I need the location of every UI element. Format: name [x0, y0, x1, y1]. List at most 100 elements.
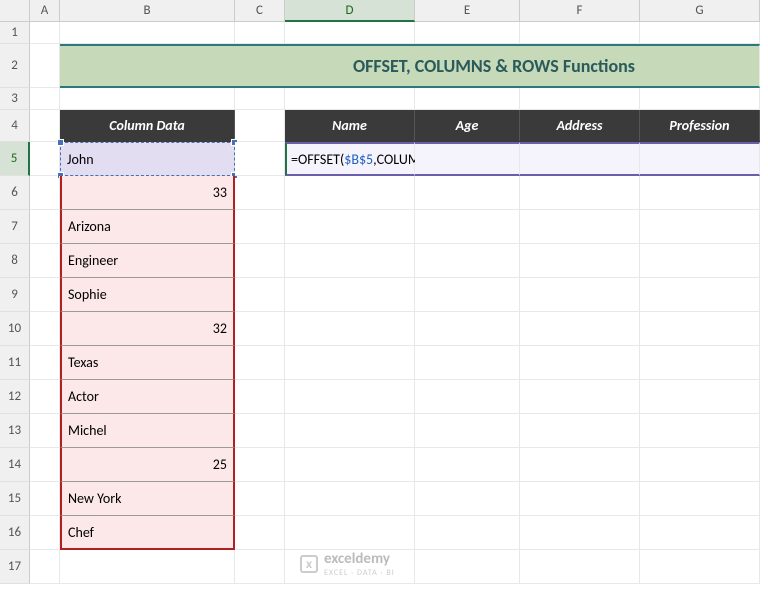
cell-F11[interactable] — [520, 346, 640, 380]
row-header-12[interactable]: 12 — [0, 380, 30, 414]
row-header-7[interactable]: 7 — [0, 210, 30, 244]
col-header-F[interactable]: F — [520, 0, 640, 22]
cell-C4[interactable] — [235, 110, 285, 142]
cell-C15[interactable] — [235, 482, 285, 516]
column-b-data-8[interactable]: Engineer — [60, 244, 235, 278]
cell-F3[interactable] — [520, 88, 640, 110]
column-b-data-13[interactable]: Michel — [60, 414, 235, 448]
cell-A17[interactable] — [30, 550, 60, 584]
cell-C14[interactable] — [235, 448, 285, 482]
column-b-data-6[interactable]: 33 — [60, 176, 235, 210]
cell-D15[interactable] — [285, 482, 415, 516]
cell-G10[interactable] — [640, 312, 760, 346]
row-header-13[interactable]: 13 — [0, 414, 30, 448]
column-b-data-10[interactable]: 32 — [60, 312, 235, 346]
row-header-5[interactable]: 5 — [0, 142, 30, 176]
cell-F12[interactable] — [520, 380, 640, 414]
cell-A7[interactable] — [30, 210, 60, 244]
cell-F9[interactable] — [520, 278, 640, 312]
cell-F13[interactable] — [520, 414, 640, 448]
cell-D11[interactable] — [285, 346, 415, 380]
column-b-data-14[interactable]: 25 — [60, 448, 235, 482]
col-header-E[interactable]: E — [415, 0, 520, 22]
cell-G16[interactable] — [640, 516, 760, 550]
row-header-9[interactable]: 9 — [0, 278, 30, 312]
column-b-data-16[interactable]: Chef — [60, 516, 235, 550]
selection-handle[interactable] — [57, 139, 64, 146]
row-header-4[interactable]: 4 — [0, 110, 30, 142]
cell-G15[interactable] — [640, 482, 760, 516]
row-header-17[interactable]: 17 — [0, 550, 30, 584]
cell-G6[interactable] — [640, 176, 760, 210]
row-header-6[interactable]: 6 — [0, 176, 30, 210]
cell-D8[interactable] — [285, 244, 415, 278]
formula-cell[interactable]: =OFFSET($B$5,COLUMNS($B:B)-1+(ROWS($5:5)… — [285, 142, 415, 176]
cell-A11[interactable] — [30, 346, 60, 380]
cell-A5[interactable] — [30, 142, 60, 176]
cell-E8[interactable] — [415, 244, 520, 278]
col-header-C[interactable]: C — [235, 0, 285, 22]
cell-E7[interactable] — [415, 210, 520, 244]
cell-G14[interactable] — [640, 448, 760, 482]
cell-A6[interactable] — [30, 176, 60, 210]
cell-F5[interactable] — [520, 142, 640, 176]
cell-E9[interactable] — [415, 278, 520, 312]
cell-C9[interactable] — [235, 278, 285, 312]
row-header-14[interactable]: 14 — [0, 448, 30, 482]
column-b-data-5[interactable]: John — [60, 142, 235, 176]
cell-E14[interactable] — [415, 448, 520, 482]
cell-D16[interactable] — [285, 516, 415, 550]
cell-E13[interactable] — [415, 414, 520, 448]
cell-B3[interactable] — [60, 88, 235, 110]
cell-F14[interactable] — [520, 448, 640, 482]
cell-G7[interactable] — [640, 210, 760, 244]
cell-E1[interactable] — [415, 22, 520, 44]
row-header-1[interactable]: 1 — [0, 22, 30, 44]
cell-F16[interactable] — [520, 516, 640, 550]
cell-A3[interactable] — [30, 88, 60, 110]
cell-F6[interactable] — [520, 176, 640, 210]
cell-D3[interactable] — [285, 88, 415, 110]
cell-D12[interactable] — [285, 380, 415, 414]
cell-C10[interactable] — [235, 312, 285, 346]
cell-E3[interactable] — [415, 88, 520, 110]
cell-A16[interactable] — [30, 516, 60, 550]
column-b-data-9[interactable]: Sophie — [60, 278, 235, 312]
cell-G11[interactable] — [640, 346, 760, 380]
column-b-data-12[interactable]: Actor — [60, 380, 235, 414]
cell-A1[interactable] — [30, 22, 60, 44]
cell-E16[interactable] — [415, 516, 520, 550]
cell-D9[interactable] — [285, 278, 415, 312]
cell-A12[interactable] — [30, 380, 60, 414]
row-header-16[interactable]: 16 — [0, 516, 30, 550]
row-header-3[interactable]: 3 — [0, 88, 30, 110]
cell-C1[interactable] — [235, 22, 285, 44]
cell-C7[interactable] — [235, 210, 285, 244]
cell-A15[interactable] — [30, 482, 60, 516]
row-header-11[interactable]: 11 — [0, 346, 30, 380]
cell-F1[interactable] — [520, 22, 640, 44]
cell-F17[interactable] — [520, 550, 640, 584]
cell-D10[interactable] — [285, 312, 415, 346]
cell-D1[interactable] — [285, 22, 415, 44]
column-b-data-11[interactable]: Texas — [60, 346, 235, 380]
cell-C12[interactable] — [235, 380, 285, 414]
cell-B17[interactable] — [60, 550, 235, 584]
row-header-8[interactable]: 8 — [0, 244, 30, 278]
cell-D7[interactable] — [285, 210, 415, 244]
col-header-B[interactable]: B — [60, 0, 235, 22]
cell-A4[interactable] — [30, 110, 60, 142]
cell-D6[interactable] — [285, 176, 415, 210]
cell-A14[interactable] — [30, 448, 60, 482]
cell-F15[interactable] — [520, 482, 640, 516]
cell-A13[interactable] — [30, 414, 60, 448]
cell-E6[interactable] — [415, 176, 520, 210]
cell-C11[interactable] — [235, 346, 285, 380]
cell-G3[interactable] — [640, 88, 760, 110]
cell-A10[interactable] — [30, 312, 60, 346]
cell-F7[interactable] — [520, 210, 640, 244]
cell-G17[interactable] — [640, 550, 760, 584]
cell-A8[interactable] — [30, 244, 60, 278]
select-all-corner[interactable] — [0, 0, 30, 22]
cell-C5[interactable] — [235, 142, 285, 176]
